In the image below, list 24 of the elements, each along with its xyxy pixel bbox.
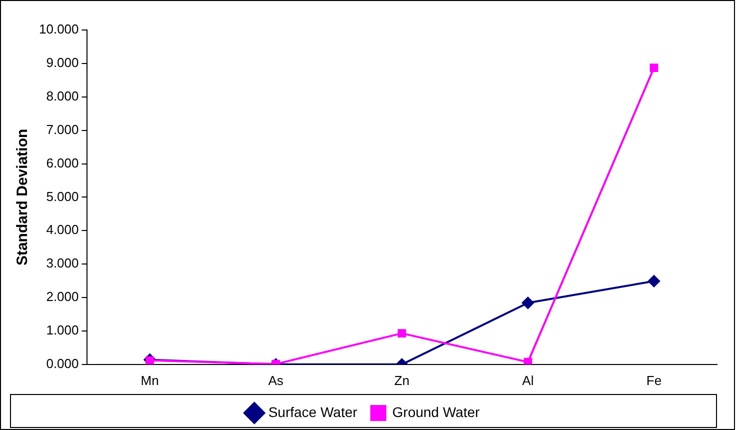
- legend-label: Ground Water: [392, 404, 480, 420]
- y-tick-label: 10.000: [38, 22, 79, 37]
- y-tick-label: 7.000: [46, 122, 79, 137]
- legend-label: Surface Water: [268, 404, 358, 420]
- y-tick-label: 4.000: [46, 222, 79, 238]
- point: [650, 64, 658, 72]
- x-tick-label: Fe: [646, 372, 662, 388]
- y-tick-label: 5.000: [46, 188, 79, 204]
- y-tick-label: 8.000: [46, 88, 79, 104]
- y-tick-label: 2.000: [46, 289, 79, 304]
- x-tick-label: Al: [522, 372, 534, 388]
- y-tick-label: 9.000: [46, 55, 79, 70]
- y-tick-label: 3.000: [46, 256, 79, 271]
- point: [522, 296, 534, 309]
- point: [648, 275, 660, 288]
- x-tick-label: Zn: [394, 372, 410, 388]
- point: [398, 329, 406, 338]
- y-axis-title: Standard Deviation: [14, 128, 32, 266]
- x-tick-label: As: [268, 372, 284, 388]
- y-tick-label: 1.000: [46, 322, 79, 338]
- x-tick-label: Mn: [140, 372, 159, 388]
- y-tick-label: 6.000: [46, 155, 79, 170]
- y-tick-label: 0.000: [46, 356, 79, 371]
- point: [524, 358, 532, 364]
